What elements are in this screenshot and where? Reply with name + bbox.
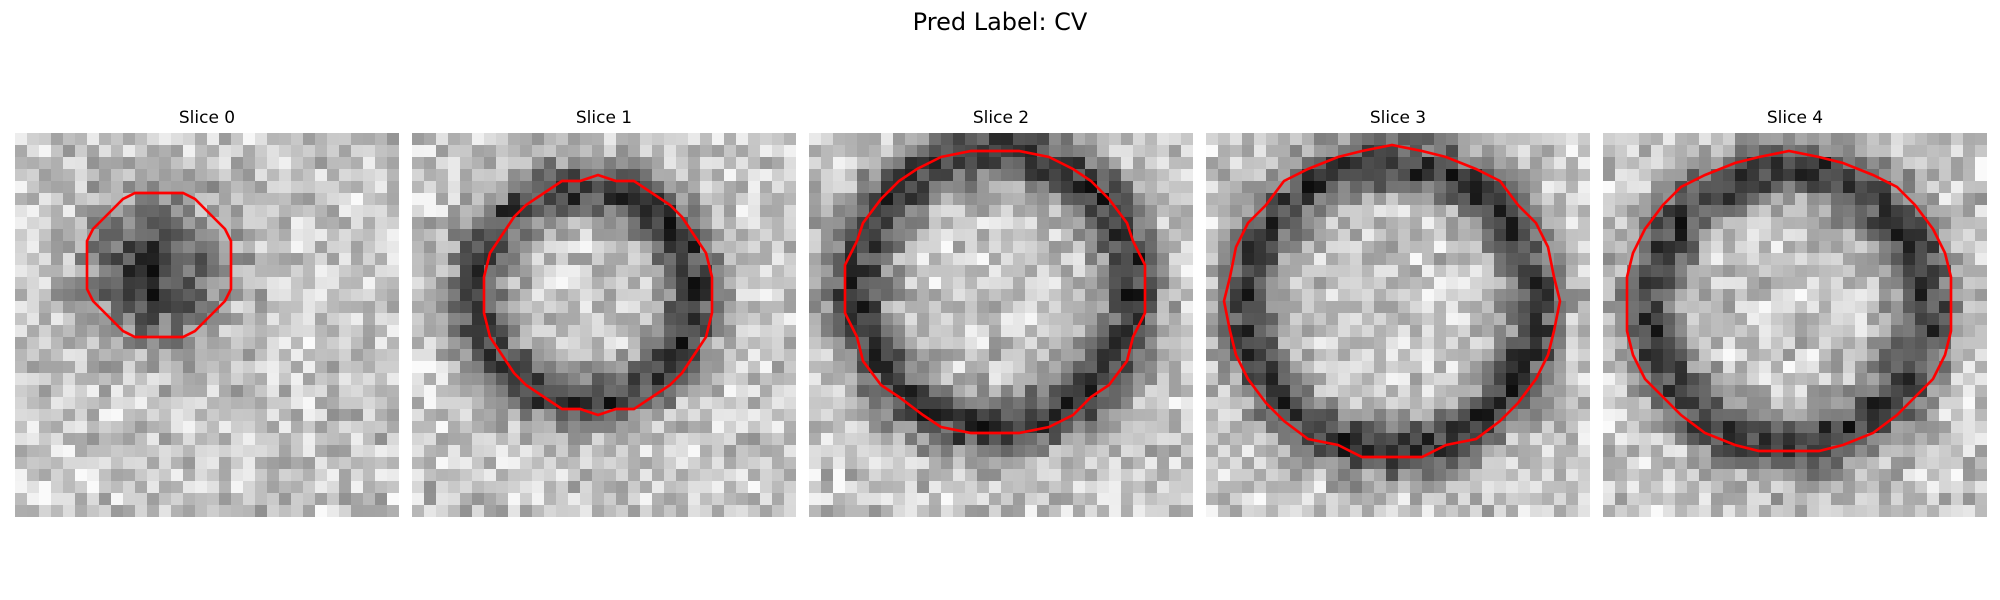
slice-image xyxy=(15,133,399,517)
slice-title: Slice 1 xyxy=(575,108,633,128)
slice-title: Slice 2 xyxy=(972,108,1030,128)
slice-panel-0: Slice 0 xyxy=(15,105,399,517)
figure-title: Pred Label: CV xyxy=(912,8,1088,36)
slice-image xyxy=(809,133,1193,517)
segmentation-contour xyxy=(85,191,233,339)
slice-panel-4: Slice 4 xyxy=(1603,105,1987,517)
slice-panel-2: Slice 2 xyxy=(809,105,1193,517)
slice-image xyxy=(1603,133,1987,517)
slice-image xyxy=(412,133,796,517)
slice-title: Slice 3 xyxy=(1369,108,1427,128)
slice-title: Slice 4 xyxy=(1766,108,1824,128)
slice-panel-3: Slice 3 xyxy=(1206,105,1590,517)
segmentation-contour xyxy=(482,173,714,417)
slice-image xyxy=(1206,133,1590,517)
slice-title: Slice 0 xyxy=(178,108,236,128)
segmentation-contour xyxy=(843,149,1147,435)
slice-panel-1: Slice 1 xyxy=(412,105,796,517)
segmentation-contour xyxy=(1625,149,1953,453)
segmentation-contour xyxy=(1222,143,1562,459)
